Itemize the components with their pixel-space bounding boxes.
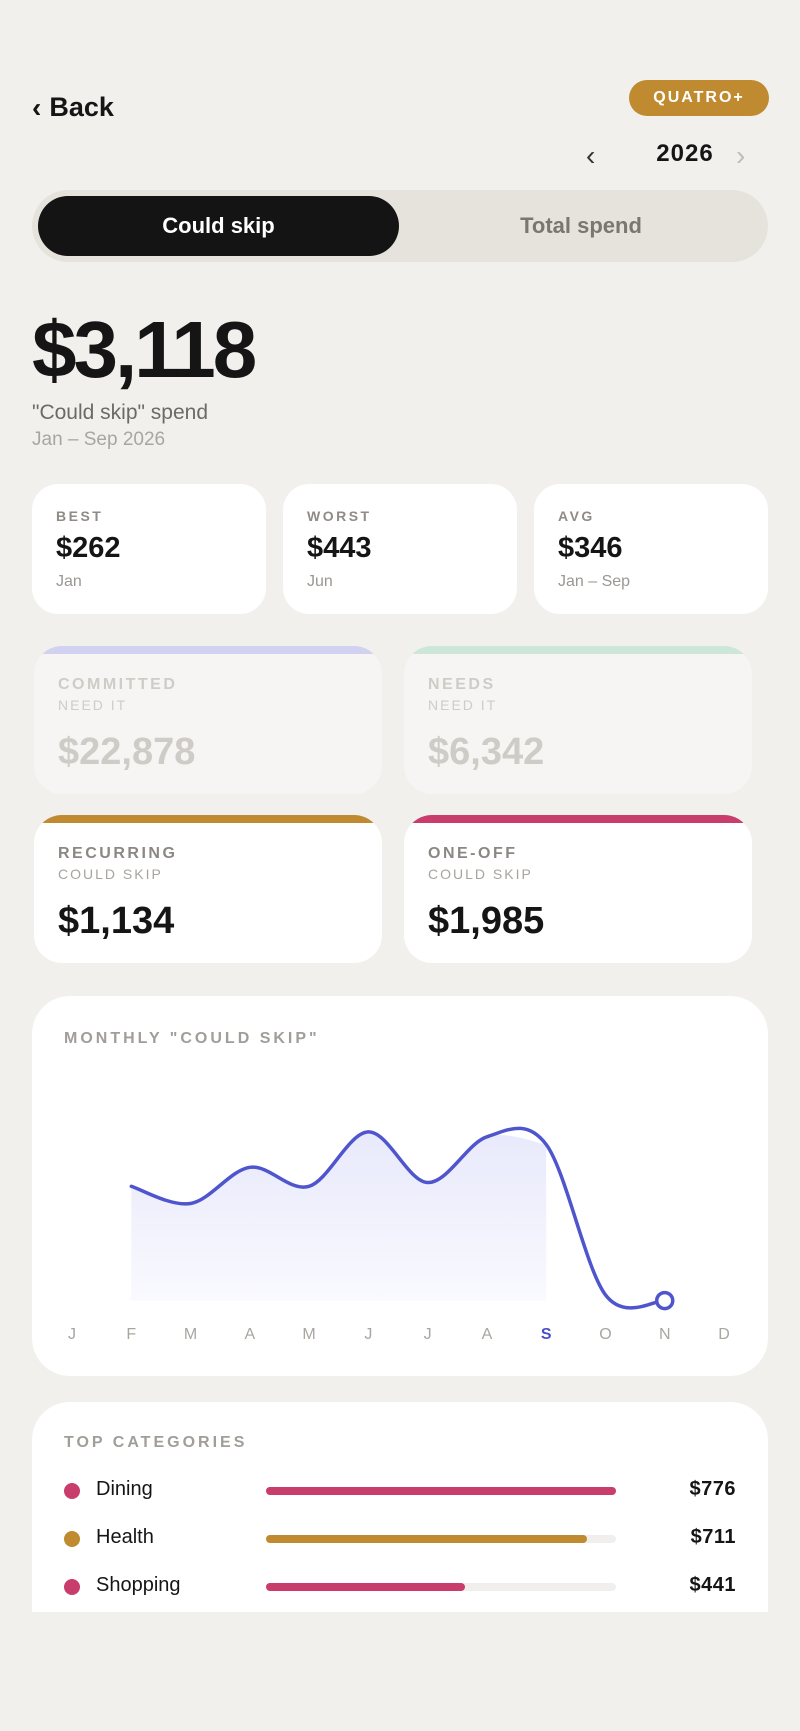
- categories-title: TOP CATEGORIES: [64, 1434, 248, 1451]
- category-bar-fill: [266, 1583, 465, 1591]
- category-dot: [64, 1483, 80, 1499]
- stat-card-avg: AVG $346 Jan – Sep: [534, 484, 768, 614]
- stat-label: BEST: [56, 508, 104, 524]
- bucket-color-strip: [404, 815, 752, 823]
- x-tick-label: J: [68, 1326, 76, 1343]
- monthly-chart-card: MONTHLY "COULD SKIP" J F M A M J J A S O N D: [32, 996, 768, 1376]
- year-label: 2026: [656, 140, 714, 167]
- bucket-color-strip: [34, 646, 382, 654]
- monthly-chart: [129, 1126, 675, 1311]
- category-row[interactable]: Health $711: [32, 1524, 736, 1554]
- tab-could-skip[interactable]: Could skip: [38, 196, 399, 256]
- x-tick-label: N: [658, 1326, 671, 1343]
- bucket-subtitle: NEED IT: [58, 697, 128, 713]
- category-amount: $776: [689, 1478, 736, 1500]
- bucket-title: RECURRING: [58, 845, 178, 862]
- category-name: Dining: [96, 1478, 153, 1500]
- bucket-subtitle: NEED IT: [428, 697, 498, 713]
- chart-end-point[interactable]: [654, 1290, 675, 1311]
- amount-period: Jan – Sep 2026: [32, 429, 166, 450]
- tab-total-spend[interactable]: Total spend: [520, 213, 642, 238]
- bucket-card-committed[interactable]: COMMITTED NEED IT $22,878: [34, 646, 382, 794]
- stat-value: $262: [56, 532, 121, 564]
- stat-label: WORST: [307, 508, 372, 524]
- bucket-amount: $1,134: [58, 900, 175, 942]
- stat-card-best: BEST $262 Jan: [32, 484, 266, 614]
- category-bar-track: [266, 1487, 616, 1495]
- stat-period: Jan: [56, 573, 82, 590]
- x-tick-label: S: [540, 1326, 552, 1343]
- bucket-title: ONE-OFF: [428, 845, 518, 862]
- category-bar-track: [266, 1535, 616, 1543]
- x-tick-label: M: [183, 1326, 198, 1343]
- x-tick-label: F: [126, 1326, 137, 1343]
- category-row[interactable]: Shopping $441: [32, 1572, 736, 1602]
- x-tick-label: M: [302, 1326, 316, 1343]
- bucket-card-needs[interactable]: NEEDS NEED IT $6,342: [404, 646, 752, 794]
- category-bar-fill: [266, 1487, 616, 1495]
- bucket-title: NEEDS: [428, 676, 496, 693]
- bucket-card-recurring[interactable]: RECURRING COULD SKIP $1,134: [34, 815, 382, 963]
- chevron-left-icon: ‹: [32, 91, 42, 123]
- x-tick-label: D: [718, 1326, 730, 1343]
- stat-value: $443: [307, 532, 372, 564]
- amount-caption: "Could skip" spend: [32, 401, 209, 424]
- bucket-amount: $22,878: [58, 731, 196, 773]
- back-label: Back: [49, 92, 114, 122]
- total-amount: $3,118: [32, 305, 257, 394]
- x-tick-label: J: [423, 1326, 432, 1343]
- category-amount: $711: [690, 1526, 736, 1548]
- category-row[interactable]: Dining $776: [32, 1476, 736, 1506]
- stat-period: Jan – Sep: [558, 573, 631, 590]
- category-bar-track: [266, 1583, 616, 1591]
- stat-period: Jun: [307, 573, 333, 590]
- category-bar-fill: [266, 1535, 587, 1543]
- bucket-amount: $1,985: [428, 900, 545, 942]
- back-button[interactable]: ‹ Back: [32, 92, 114, 123]
- category-dot: [64, 1579, 80, 1595]
- bucket-amount: $6,342: [428, 731, 545, 773]
- category-name: Shopping: [96, 1574, 181, 1596]
- top-categories-card: TOP CATEGORIES Dining $776 Health $711 Shopp…: [32, 1402, 768, 1612]
- bucket-subtitle: COULD SKIP: [58, 866, 163, 882]
- chart-title: MONTHLY "COULD SKIP": [64, 1030, 320, 1047]
- category-amount: $441: [689, 1574, 736, 1596]
- x-tick-label: O: [599, 1326, 612, 1343]
- bucket-title: COMMITTED: [58, 676, 178, 693]
- stat-value: $346: [558, 532, 623, 564]
- next-year-icon[interactable]: ›: [736, 140, 746, 171]
- x-tick-label: A: [244, 1326, 256, 1343]
- stat-label: AVG: [558, 508, 595, 524]
- chart-line: [129, 1126, 667, 1310]
- stat-card-worst: WORST $443 Jun: [283, 484, 517, 614]
- bucket-color-strip: [34, 815, 382, 823]
- x-tick-label: J: [364, 1326, 373, 1343]
- x-tick-label: A: [481, 1326, 493, 1343]
- bucket-color-strip: [404, 646, 752, 654]
- category-dot: [64, 1531, 80, 1547]
- bucket-card-one-off[interactable]: ONE-OFF COULD SKIP $1,985: [404, 815, 752, 963]
- plan-badge: QUATRO+: [629, 80, 769, 116]
- bucket-subtitle: COULD SKIP: [428, 866, 533, 882]
- prev-year-icon[interactable]: ‹: [586, 140, 596, 171]
- category-name: Health: [96, 1526, 154, 1548]
